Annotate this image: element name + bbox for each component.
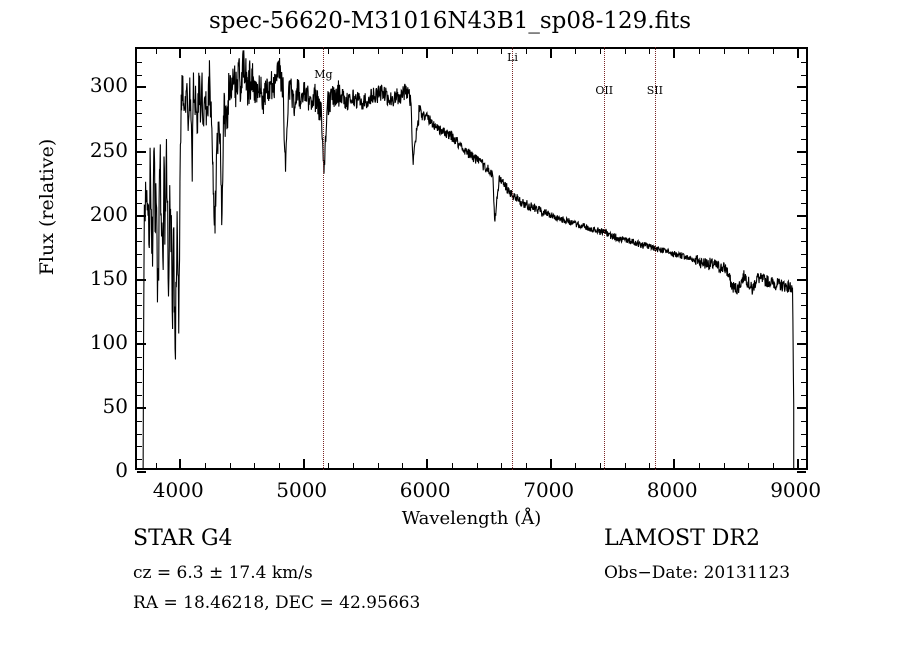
y-tick-label: 200 xyxy=(89,201,128,226)
y-tick-label: 0 xyxy=(115,458,128,482)
y-tick-label: 250 xyxy=(89,137,128,162)
coordinates-line: RA = 18.46218, DEC = 42.95663 xyxy=(133,593,421,613)
line-label-oii: OII xyxy=(595,84,614,97)
observation-date: Obs−Date: 20131123 xyxy=(604,563,791,583)
line-marker-oii xyxy=(604,47,606,470)
line-marker-sii xyxy=(654,47,656,470)
x-tick-label: 5000 xyxy=(276,478,328,502)
y-tick-label: 300 xyxy=(89,73,128,98)
line-marker-mg xyxy=(323,47,325,470)
line-label-sii: SII xyxy=(646,84,663,97)
y-tick-label: 50 xyxy=(102,393,128,418)
y-major-tick xyxy=(137,471,146,473)
y-axis-title: Flux (relative) xyxy=(36,138,58,276)
y-tick-label: 100 xyxy=(89,329,128,354)
plot-area xyxy=(135,47,808,473)
x-tick-label: 7000 xyxy=(523,478,575,502)
spectrum-clip xyxy=(137,49,806,468)
line-label-mg: Mg xyxy=(314,68,333,81)
object-class-line: STAR G4 xyxy=(133,526,233,551)
y-tick-label: 150 xyxy=(89,265,128,290)
x-tick-label: 6000 xyxy=(399,478,451,502)
line-marker-li xyxy=(512,47,514,470)
y-major-tick xyxy=(797,471,806,473)
x-tick-label: 9000 xyxy=(770,478,822,502)
footer-left-column: STAR G4 cz = 6.3 ± 17.4 km/s RA = 18.462… xyxy=(133,528,420,612)
line-label-li: Li xyxy=(507,51,518,64)
x-tick-label: 8000 xyxy=(646,478,698,502)
redshift-velocity-line: cz = 6.3 ± 17.4 km/s xyxy=(133,563,313,583)
metadata-footer: STAR G4 cz = 6.3 ± 17.4 km/s RA = 18.462… xyxy=(0,528,900,638)
survey-label: LAMOST DR2 xyxy=(604,526,760,551)
x-axis-title: Wavelength (Å) xyxy=(401,508,542,529)
footer-right-column: LAMOST DR2 Obs−Date: 20131123 xyxy=(604,528,790,582)
spectrum-trace xyxy=(137,49,806,468)
page-title: spec-56620-M31016N43B1_sp08-129.fits xyxy=(208,8,692,34)
x-tick-label: 4000 xyxy=(152,478,204,502)
